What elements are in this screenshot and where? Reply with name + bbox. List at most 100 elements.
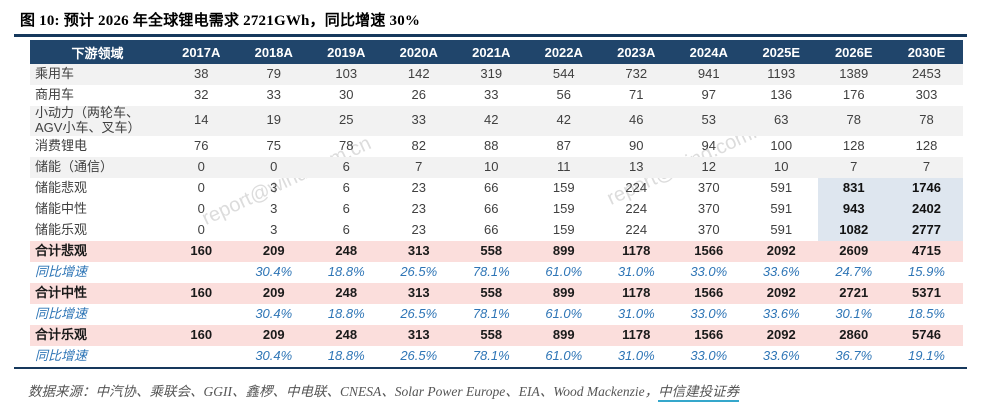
cell: 128: [842, 137, 865, 153]
cell: 370: [697, 200, 720, 216]
column-header: 2026E: [817, 40, 890, 64]
cell: 370: [697, 221, 720, 237]
cell: 18.8%: [327, 305, 365, 321]
cell: 160: [165, 240, 238, 262]
cell: 7: [382, 156, 455, 178]
cell: 831: [817, 177, 890, 199]
row-label: 消费锂电: [35, 137, 88, 153]
cell: 209: [237, 324, 310, 346]
cell: 313: [382, 324, 455, 346]
cell: 25: [310, 106, 383, 136]
cell: [165, 346, 238, 367]
cell: 32: [194, 87, 209, 103]
cell: 6: [310, 156, 383, 178]
cell: 71: [629, 87, 644, 103]
table-body: 乘用车 38 79 103 142 319 544 732 941 1193 1389 2453 商用车…: [30, 64, 963, 367]
cell: 33: [382, 106, 455, 136]
cell: 88: [484, 137, 499, 153]
cell: 13: [600, 156, 673, 178]
column-header: 2019A: [310, 40, 383, 64]
cell: 0: [165, 156, 238, 178]
source-text: 数据来源：中汽协、乘联会、GGII、鑫椤、中电联、CNESA、Solar Pow…: [28, 383, 659, 399]
row-label: 储能悲观: [35, 179, 88, 195]
table-bottom-divider: [14, 366, 967, 369]
cell: 31.0%: [617, 263, 655, 279]
cell: 2092: [745, 240, 818, 262]
table-row: 商用车 32 33 30 26 33 56 71 97 136 176 303: [30, 85, 963, 106]
cell: 33.0%: [690, 263, 728, 279]
column-header: 2021A: [455, 40, 528, 64]
cell: 66: [484, 179, 499, 195]
cell: 159: [552, 179, 575, 195]
title-divider: [14, 34, 967, 37]
cell: 1178: [600, 282, 673, 304]
cell: 303: [915, 87, 938, 103]
cell: 19: [237, 106, 310, 136]
cell: 1566: [672, 324, 745, 346]
cell: 0: [237, 156, 310, 178]
cell: 82: [411, 137, 426, 153]
table-row: 乘用车 38 79 103 142 319 544 732 941 1193 1389 2453: [30, 64, 963, 85]
cell: 33.0%: [690, 305, 728, 321]
cell: 26: [411, 87, 426, 103]
cell: 15.9%: [908, 263, 945, 279]
row-label: 合计乐观: [30, 324, 165, 346]
cell: 19.1%: [908, 347, 945, 363]
cell: 1178: [600, 324, 673, 346]
cell: 63: [745, 106, 818, 136]
cell: 30.4%: [255, 263, 293, 279]
cell: 0: [197, 179, 205, 195]
cell: 78.1%: [472, 347, 510, 363]
cell: 2721: [817, 282, 890, 304]
cell: 591: [770, 221, 793, 237]
cell: 159: [552, 221, 575, 237]
cell: 23: [411, 179, 426, 195]
cell: 33.6%: [762, 305, 800, 321]
cell: 1746: [890, 177, 963, 199]
column-header: 2030E: [890, 40, 963, 64]
cell: 61.0%: [545, 305, 583, 321]
row-label: 合计中性: [30, 282, 165, 304]
table-header: 下游领域 2017A 2018A 2019A 2020A 2021A 2022A 2023A 2…: [30, 40, 963, 64]
cell: 732: [600, 64, 673, 85]
cell: 94: [701, 137, 716, 153]
cell: 136: [770, 87, 793, 103]
cell: 23: [411, 221, 426, 237]
cell: 12: [672, 156, 745, 178]
cell: 544: [527, 64, 600, 85]
cell: 11: [527, 156, 600, 178]
cell: 941: [672, 64, 745, 85]
cell: 14: [165, 106, 238, 136]
row-label: 商用车: [35, 87, 75, 103]
cell: 78: [339, 137, 354, 153]
column-header: 2017A: [165, 40, 238, 64]
cell: 319: [455, 64, 528, 85]
table-row: 合计悲观 160 209 248 313 558 899 1178 1566 2092 2609 47…: [30, 240, 963, 262]
cell: 313: [382, 282, 455, 304]
cell: 26.5%: [400, 347, 438, 363]
cell: 248: [310, 240, 383, 262]
cell: 6: [342, 221, 350, 237]
cell: 2860: [817, 324, 890, 346]
table-row: 储能（通信） 0 0 6 7 10 11 13 12 10 7 7: [30, 156, 963, 178]
cell: 42: [455, 106, 528, 136]
table-row: 同比增速 30.4% 18.8% 26.5% 78.1% 61.0% 31.0% 33.0% 3…: [30, 346, 963, 367]
cell: 4715: [890, 240, 963, 262]
cell: 899: [527, 324, 600, 346]
cell: 33: [266, 87, 281, 103]
cell: 78: [817, 106, 890, 136]
cell: 209: [237, 240, 310, 262]
cell: 224: [625, 221, 648, 237]
cell: 0: [197, 200, 205, 216]
cell: 30: [339, 87, 354, 103]
lithium-demand-table: 下游领域 2017A 2018A 2019A 2020A 2021A 2022A 2023A 2…: [30, 40, 963, 367]
cell: 224: [625, 179, 648, 195]
cell: 10: [745, 156, 818, 178]
cell: 899: [527, 282, 600, 304]
cell: 79: [237, 64, 310, 85]
column-header: 下游领域: [30, 40, 165, 64]
source-link[interactable]: 中信建投证券: [658, 383, 740, 402]
cell: 558: [455, 324, 528, 346]
column-header: 2024A: [672, 40, 745, 64]
cell: 30.4%: [255, 347, 293, 363]
